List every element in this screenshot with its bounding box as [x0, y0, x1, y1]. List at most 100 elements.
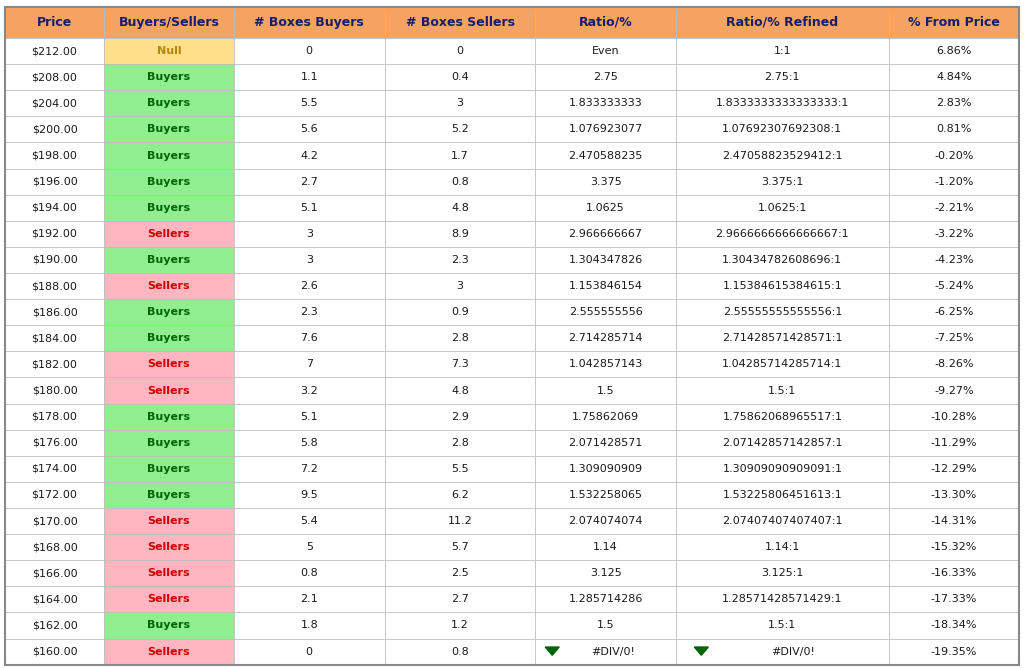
Text: 1.8333333333333333:1: 1.8333333333333333:1 — [716, 98, 849, 108]
Text: 1.5: 1.5 — [597, 621, 614, 631]
Bar — [5, 142, 103, 168]
Text: -6.25%: -6.25% — [934, 307, 974, 317]
Text: # Boxes Buyers: # Boxes Buyers — [254, 16, 365, 29]
Bar — [536, 38, 676, 64]
Bar — [103, 38, 233, 64]
Bar — [536, 430, 676, 456]
Bar — [385, 430, 536, 456]
Bar — [676, 194, 889, 221]
Bar — [103, 351, 233, 377]
Text: 2.3: 2.3 — [300, 307, 318, 317]
Text: 2.470588235: 2.470588235 — [568, 150, 643, 160]
Text: 7.6: 7.6 — [300, 333, 318, 343]
Bar — [536, 325, 676, 351]
Bar — [5, 325, 103, 351]
Text: 4.84%: 4.84% — [936, 72, 972, 82]
Text: 1.75862069: 1.75862069 — [572, 411, 639, 422]
Text: $166.00: $166.00 — [32, 568, 78, 578]
Bar — [385, 351, 536, 377]
Bar — [103, 247, 233, 273]
Text: 2.07142857142857:1: 2.07142857142857:1 — [722, 438, 843, 448]
Bar — [385, 587, 536, 613]
Bar — [889, 221, 1019, 247]
Text: 5.8: 5.8 — [300, 438, 318, 448]
Bar — [889, 377, 1019, 403]
Bar — [889, 351, 1019, 377]
Text: 0.4: 0.4 — [452, 72, 469, 82]
Text: -10.28%: -10.28% — [931, 411, 977, 422]
Text: 1.833333333: 1.833333333 — [568, 98, 642, 108]
Text: #DIV/0!: #DIV/0! — [771, 647, 815, 657]
Bar — [889, 299, 1019, 325]
Bar — [103, 613, 233, 639]
Bar — [385, 273, 536, 299]
Text: 0.8: 0.8 — [300, 568, 318, 578]
Text: 1.042857143: 1.042857143 — [568, 359, 643, 369]
Bar — [385, 247, 536, 273]
Text: Sellers: Sellers — [147, 229, 190, 239]
Bar — [233, 168, 385, 194]
Text: 6.86%: 6.86% — [936, 46, 972, 56]
Text: 11.2: 11.2 — [447, 516, 472, 526]
Text: $188.00: $188.00 — [32, 281, 78, 291]
Bar — [5, 90, 103, 116]
Text: 1.1: 1.1 — [300, 72, 318, 82]
Bar — [233, 482, 385, 508]
Text: 5.2: 5.2 — [452, 124, 469, 134]
Bar — [233, 403, 385, 430]
Bar — [536, 508, 676, 534]
Text: 3: 3 — [457, 98, 464, 108]
Text: 6.2: 6.2 — [452, 490, 469, 500]
Bar — [676, 325, 889, 351]
Text: $190.00: $190.00 — [32, 255, 78, 265]
Text: $184.00: $184.00 — [32, 333, 78, 343]
Bar — [676, 64, 889, 90]
Bar — [5, 273, 103, 299]
Text: 3: 3 — [457, 281, 464, 291]
Text: -9.27%: -9.27% — [934, 385, 974, 395]
Text: 5.6: 5.6 — [300, 124, 318, 134]
Text: 3: 3 — [306, 229, 312, 239]
Text: 1.8: 1.8 — [300, 621, 318, 631]
Bar — [103, 639, 233, 665]
Bar — [5, 7, 103, 38]
Bar — [536, 273, 676, 299]
Text: Buyers: Buyers — [147, 411, 190, 422]
Bar — [536, 456, 676, 482]
Text: 5.7: 5.7 — [452, 542, 469, 552]
Bar — [536, 64, 676, 90]
Bar — [889, 7, 1019, 38]
Text: Price: Price — [37, 16, 72, 29]
Bar — [676, 456, 889, 482]
Text: Sellers: Sellers — [147, 516, 190, 526]
Text: 3.2: 3.2 — [300, 385, 318, 395]
Text: Sellers: Sellers — [147, 647, 190, 657]
Bar — [676, 273, 889, 299]
Bar — [385, 613, 536, 639]
Bar — [233, 7, 385, 38]
Text: $212.00: $212.00 — [32, 46, 78, 56]
Text: 0: 0 — [306, 46, 312, 56]
Bar — [103, 299, 233, 325]
Text: 4.8: 4.8 — [452, 385, 469, 395]
Text: Buyers: Buyers — [147, 176, 190, 186]
Text: Buyers/Sellers: Buyers/Sellers — [119, 16, 219, 29]
Bar — [385, 168, 536, 194]
Bar — [385, 142, 536, 168]
Text: 2.555555556: 2.555555556 — [568, 307, 642, 317]
Bar — [103, 534, 233, 560]
Bar — [676, 613, 889, 639]
Text: Buyers: Buyers — [147, 72, 190, 82]
Text: 5.4: 5.4 — [300, 516, 318, 526]
Bar — [5, 351, 103, 377]
Bar — [103, 7, 233, 38]
Text: 2.6: 2.6 — [300, 281, 318, 291]
Bar — [233, 194, 385, 221]
Bar — [103, 116, 233, 142]
Text: Sellers: Sellers — [147, 542, 190, 552]
Text: 1.04285714285714:1: 1.04285714285714:1 — [722, 359, 843, 369]
Text: $178.00: $178.00 — [32, 411, 78, 422]
Bar — [5, 64, 103, 90]
Text: -14.31%: -14.31% — [931, 516, 977, 526]
Bar — [385, 116, 536, 142]
